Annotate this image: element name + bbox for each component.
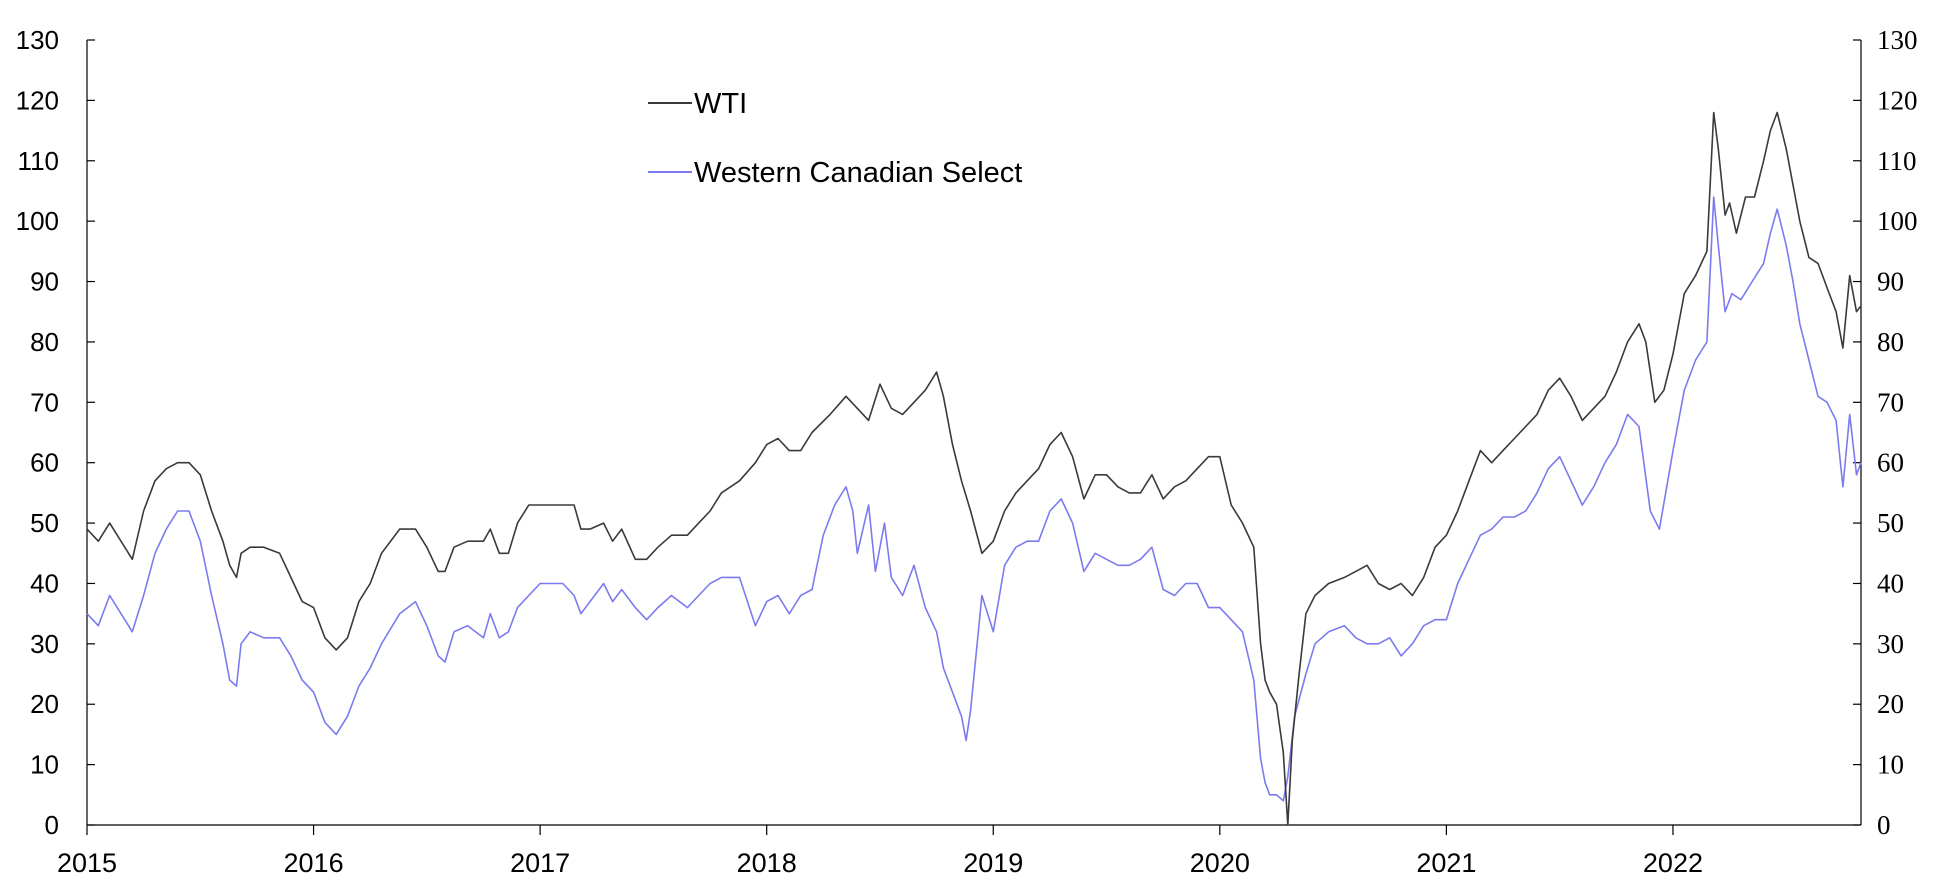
axes: 0 10 20 30 40 50 60 70 80 90 100 110 120 130 0 10 20 30 40… <box>16 25 1918 878</box>
y-tick-label-right: 30 <box>1877 629 1904 659</box>
y-tick-label-right: 80 <box>1877 327 1904 357</box>
y-tick-label-left: 20 <box>30 689 59 719</box>
y-tick-label-right: 40 <box>1877 568 1904 598</box>
y-tick-label-left: 130 <box>16 25 59 55</box>
y-tick-label-left: 60 <box>30 448 59 478</box>
y-tick-label-right: 10 <box>1877 750 1904 780</box>
series-line-wcs <box>86 196 1862 802</box>
y-tick-label-left: 100 <box>16 206 59 236</box>
y-tick-label-right: 110 <box>1877 146 1917 176</box>
y-tick-label-right: 0 <box>1877 810 1891 840</box>
series-line-wti <box>86 111 1862 826</box>
x-tick-label: 2022 <box>1643 848 1703 878</box>
y-tick-label-left: 110 <box>18 146 59 176</box>
y-tick-label-right: 90 <box>1877 267 1904 297</box>
x-tick-label: 2019 <box>963 848 1023 878</box>
y-tick-label-left: 90 <box>30 267 59 297</box>
y-tick-label-right: 50 <box>1877 508 1904 538</box>
legend: WTI Western Canadian Select <box>648 88 1022 189</box>
y-tick-label-left: 30 <box>30 629 59 659</box>
y-tick-label-left: 70 <box>30 387 59 417</box>
y-tick-label-left: 0 <box>45 810 59 840</box>
y-tick-label-right: 20 <box>1877 689 1904 719</box>
y-tick-label-left: 120 <box>16 85 59 115</box>
x-tick-label: 2021 <box>1416 848 1476 878</box>
y-tick-label-right: 60 <box>1877 448 1904 478</box>
x-tick-label: 2018 <box>737 848 797 878</box>
legend-label-wti: WTI <box>694 88 747 120</box>
y-tick-label-right: 70 <box>1877 387 1904 417</box>
series-layer <box>86 111 1862 826</box>
x-tick-label: 2017 <box>510 848 570 878</box>
y-tick-label-left: 10 <box>30 750 59 780</box>
y-tick-label-right: 120 <box>1877 85 1918 115</box>
y-tick-label-right: 100 <box>1877 206 1918 236</box>
y-tick-label-left: 40 <box>30 568 59 598</box>
y-tick-label-left: 80 <box>30 327 59 357</box>
y-tick-label-right: 130 <box>1877 25 1918 55</box>
legend-label-wcs: Western Canadian Select <box>694 157 1022 189</box>
y-tick-label-left: 50 <box>30 508 59 538</box>
x-tick-label: 2016 <box>284 848 344 878</box>
x-tick-label: 2015 <box>57 848 117 878</box>
x-tick-label: 2020 <box>1190 848 1250 878</box>
